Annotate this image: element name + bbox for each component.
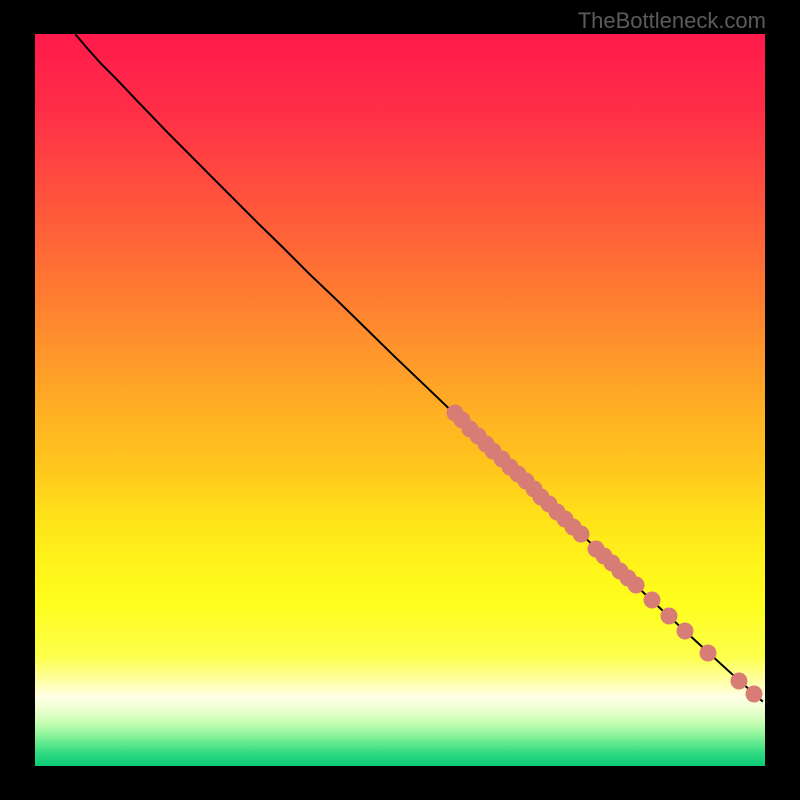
data-marker bbox=[676, 622, 693, 639]
data-marker bbox=[731, 673, 748, 690]
stage: TheBottleneck.com bbox=[0, 0, 800, 800]
data-marker bbox=[700, 644, 717, 661]
data-marker bbox=[627, 577, 644, 594]
data-marker bbox=[661, 607, 678, 624]
curve-layer bbox=[35, 34, 765, 766]
data-marker bbox=[746, 686, 763, 703]
watermark-text: TheBottleneck.com bbox=[578, 8, 766, 34]
data-marker bbox=[643, 591, 660, 608]
plot-area bbox=[35, 34, 765, 766]
data-marker bbox=[573, 525, 590, 542]
